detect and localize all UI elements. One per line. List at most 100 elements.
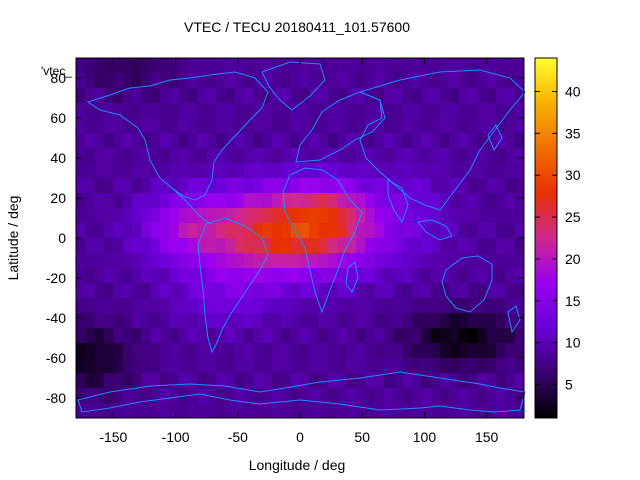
heatmap-cell xyxy=(290,88,301,104)
heatmap-cell xyxy=(122,388,133,404)
heatmap-cell xyxy=(244,283,254,299)
heatmap-cell xyxy=(486,73,497,89)
heatmap-cell xyxy=(412,133,422,149)
heatmap-cell xyxy=(85,73,96,89)
heatmap-cell xyxy=(206,253,217,269)
heatmap-cell xyxy=(318,223,329,239)
heatmap-cell xyxy=(122,253,133,269)
heatmap-cell xyxy=(356,223,366,239)
heatmap-cell xyxy=(206,403,217,419)
heatmap-cell xyxy=(449,403,460,419)
heatmap-cell xyxy=(309,358,320,374)
heatmap-cell xyxy=(440,193,450,209)
heatmap-cell xyxy=(150,358,161,374)
heatmap-cell xyxy=(505,223,516,239)
heatmap-cell xyxy=(253,208,264,224)
heatmap-cell xyxy=(412,313,422,329)
heatmap-cell xyxy=(318,133,329,149)
heatmap-cell xyxy=(244,298,254,314)
heatmap-cell xyxy=(141,403,152,419)
coastline-india xyxy=(387,179,409,224)
heatmap-cell xyxy=(94,73,105,89)
heatmap-cell xyxy=(253,328,264,344)
heatmap-cell xyxy=(505,283,516,299)
heatmap-cell xyxy=(234,328,245,344)
heatmap-cell xyxy=(160,343,170,359)
heatmap-cell xyxy=(216,238,226,254)
heatmap-cell xyxy=(346,328,357,344)
heatmap-cell xyxy=(365,328,376,344)
heatmap-cell xyxy=(486,283,497,299)
heatmap-cell xyxy=(402,358,413,374)
heatmap-cell xyxy=(244,103,254,119)
coastline-central-america xyxy=(171,187,213,225)
heatmap-cell xyxy=(122,193,133,209)
heatmap-cell xyxy=(122,133,133,149)
heatmap-cell xyxy=(514,148,525,164)
heatmap-cell xyxy=(402,238,413,254)
heatmap-cell xyxy=(150,73,161,89)
heatmap-cell xyxy=(188,178,198,194)
heatmap-cell xyxy=(309,208,320,224)
heatmap-cell xyxy=(318,88,329,104)
heatmap-cell xyxy=(132,118,142,134)
heatmap-cell xyxy=(346,298,357,314)
heatmap-cell xyxy=(104,343,114,359)
heatmap-cell xyxy=(113,118,124,134)
heatmap-cell xyxy=(281,358,292,374)
heatmap-cell xyxy=(486,208,497,224)
heatmap-cell xyxy=(458,373,469,389)
heatmap-cell xyxy=(412,238,422,254)
heatmap-cell xyxy=(477,343,488,359)
heatmap-cell xyxy=(225,358,236,374)
heatmap-cell xyxy=(356,193,366,209)
heatmap-cell xyxy=(281,178,292,194)
heatmap-cell xyxy=(309,328,320,344)
heatmap-cell xyxy=(486,163,497,179)
heatmap-cell xyxy=(272,388,282,404)
x-tick-label: -100 xyxy=(162,429,190,445)
heatmap-cell xyxy=(113,148,124,164)
heatmap-cell xyxy=(514,253,525,269)
heatmap-cell xyxy=(104,388,114,404)
heatmap-cell xyxy=(356,73,366,89)
heatmap-cell xyxy=(169,133,180,149)
heatmap-cell xyxy=(421,298,432,314)
heatmap-cell xyxy=(505,88,516,104)
heatmap-cell xyxy=(300,163,310,179)
heatmap-cell xyxy=(160,238,170,254)
heatmap-cell xyxy=(188,283,198,299)
heatmap-cell xyxy=(430,373,441,389)
heatmap-cell xyxy=(225,208,236,224)
heatmap-cell xyxy=(225,178,236,194)
heatmap-cell xyxy=(440,298,450,314)
heatmap-cell xyxy=(346,118,357,134)
heatmap-cell xyxy=(505,253,516,269)
heatmap-cell xyxy=(188,88,198,104)
heatmap-cell xyxy=(468,313,478,329)
heatmap-cell xyxy=(402,388,413,404)
heatmap-cell xyxy=(150,238,161,254)
heatmap-cell xyxy=(216,328,226,344)
heatmap-cell xyxy=(458,58,469,74)
heatmap-cell xyxy=(468,343,478,359)
heatmap-cell xyxy=(160,103,170,119)
heatmap-cell xyxy=(477,163,488,179)
heatmap-cell xyxy=(178,403,189,419)
heatmap-cell xyxy=(514,58,525,74)
y-tick-label: -80 xyxy=(46,390,66,406)
heatmap-cell xyxy=(197,343,208,359)
heatmap-cell xyxy=(272,118,282,134)
heatmap-cell xyxy=(216,343,226,359)
heatmap-cell xyxy=(496,118,506,134)
heatmap-cell xyxy=(290,373,301,389)
heatmap-cell xyxy=(300,178,310,194)
heatmap-cell xyxy=(514,223,525,239)
heatmap-cell xyxy=(150,118,161,134)
heatmap-cell xyxy=(514,283,525,299)
heatmap-cell xyxy=(94,313,105,329)
heatmap-cell xyxy=(160,148,170,164)
heatmap-cell xyxy=(76,73,86,89)
heatmap-cell xyxy=(337,253,348,269)
